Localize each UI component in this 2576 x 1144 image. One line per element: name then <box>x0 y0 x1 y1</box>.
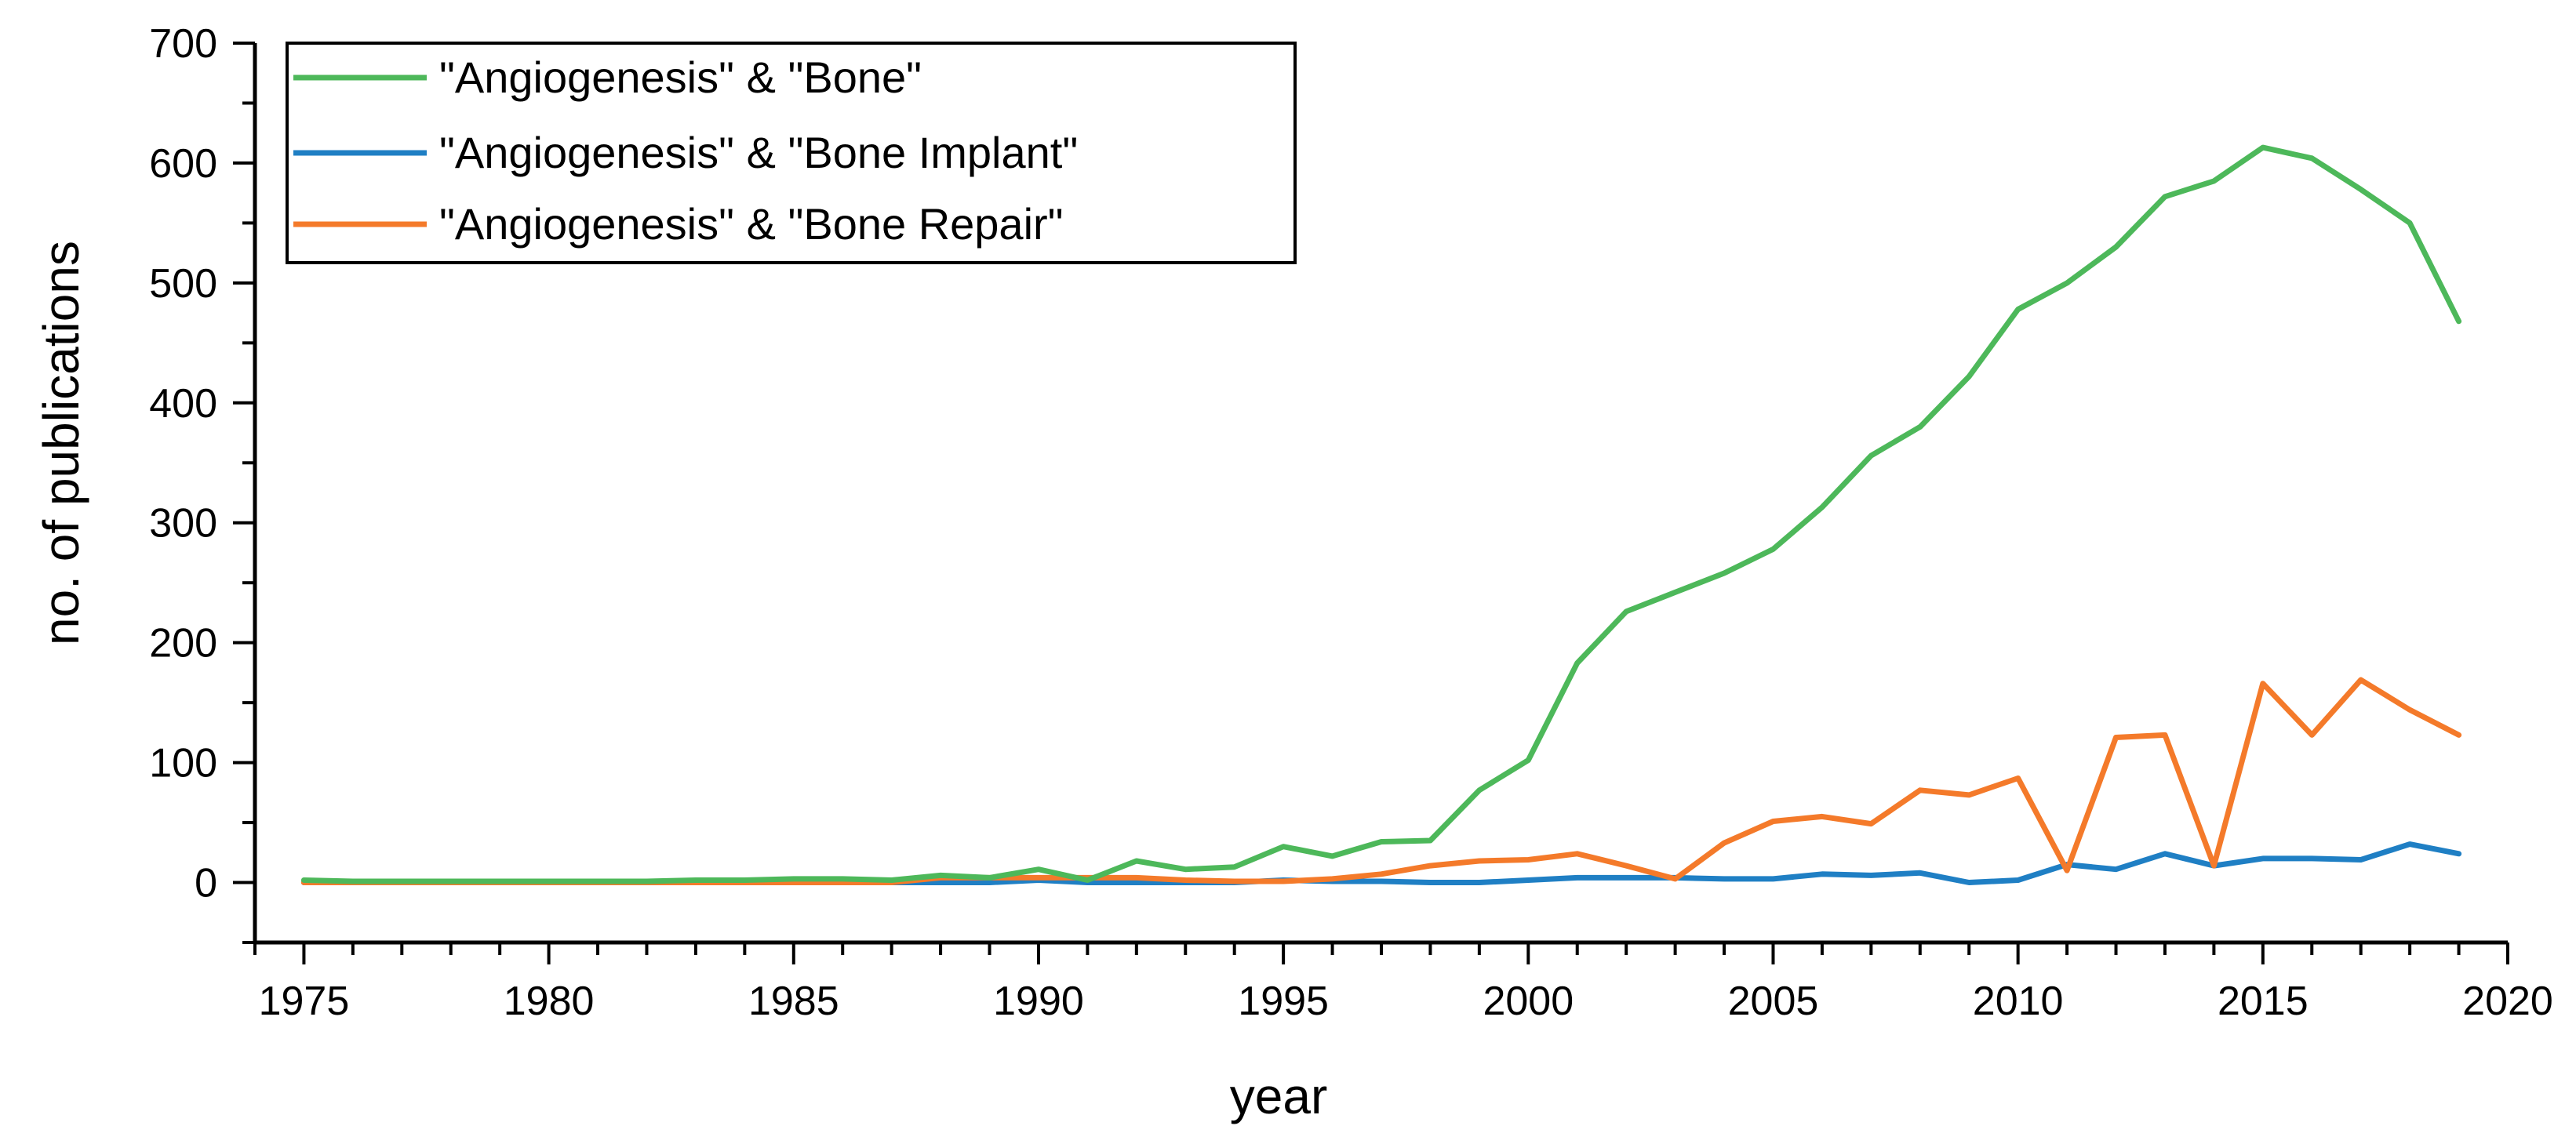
x-tick-label: 1995 <box>1238 979 1329 1024</box>
legend-label-bone-implant: "Angiogenesis" & "Bone Implant" <box>439 128 1078 177</box>
x-tick-label: 2015 <box>2218 979 2309 1024</box>
y-tick-label: 0 <box>195 861 217 906</box>
x-tick-label: 1975 <box>259 979 350 1024</box>
x-tick-label: 2010 <box>1973 979 2064 1024</box>
x-tick-label: 2020 <box>2462 979 2553 1024</box>
legend: "Angiogenesis" & "Bone" "Angiogenesis" &… <box>286 42 1297 264</box>
series-layer <box>300 144 2462 885</box>
y-tick-label: 200 <box>149 621 217 666</box>
legend-label-bone-repair: "Angiogenesis" & "Bone Repair" <box>439 199 1064 249</box>
x-tick-label: 2005 <box>1728 979 1819 1024</box>
legend-box <box>286 42 1297 264</box>
x-tick-label: 1980 <box>504 979 595 1024</box>
series-line-0 <box>300 144 2462 884</box>
y-tick-label: 400 <box>149 381 217 427</box>
y-tick-label: 100 <box>149 741 217 786</box>
series-line-2 <box>300 677 2462 885</box>
y-tick-label: 600 <box>149 141 217 187</box>
legend-label-bone: "Angiogenesis" & "Bone" <box>439 53 922 102</box>
x-axis-title: year <box>1230 1068 1328 1124</box>
x-tick-label: 1985 <box>748 979 839 1024</box>
y-axis-title: no. of publications <box>33 241 89 645</box>
ticks-layer: 1975 1980 1985 1990 1995 2000 2005 2010 2015 2020… <box>149 21 2553 1024</box>
x-tick-label: 1990 <box>993 979 1084 1024</box>
y-tick-label: 500 <box>149 261 217 307</box>
y-tick-label: 300 <box>149 501 217 547</box>
x-tick-label: 2000 <box>1483 979 1574 1024</box>
y-tick-label: 700 <box>149 21 217 67</box>
